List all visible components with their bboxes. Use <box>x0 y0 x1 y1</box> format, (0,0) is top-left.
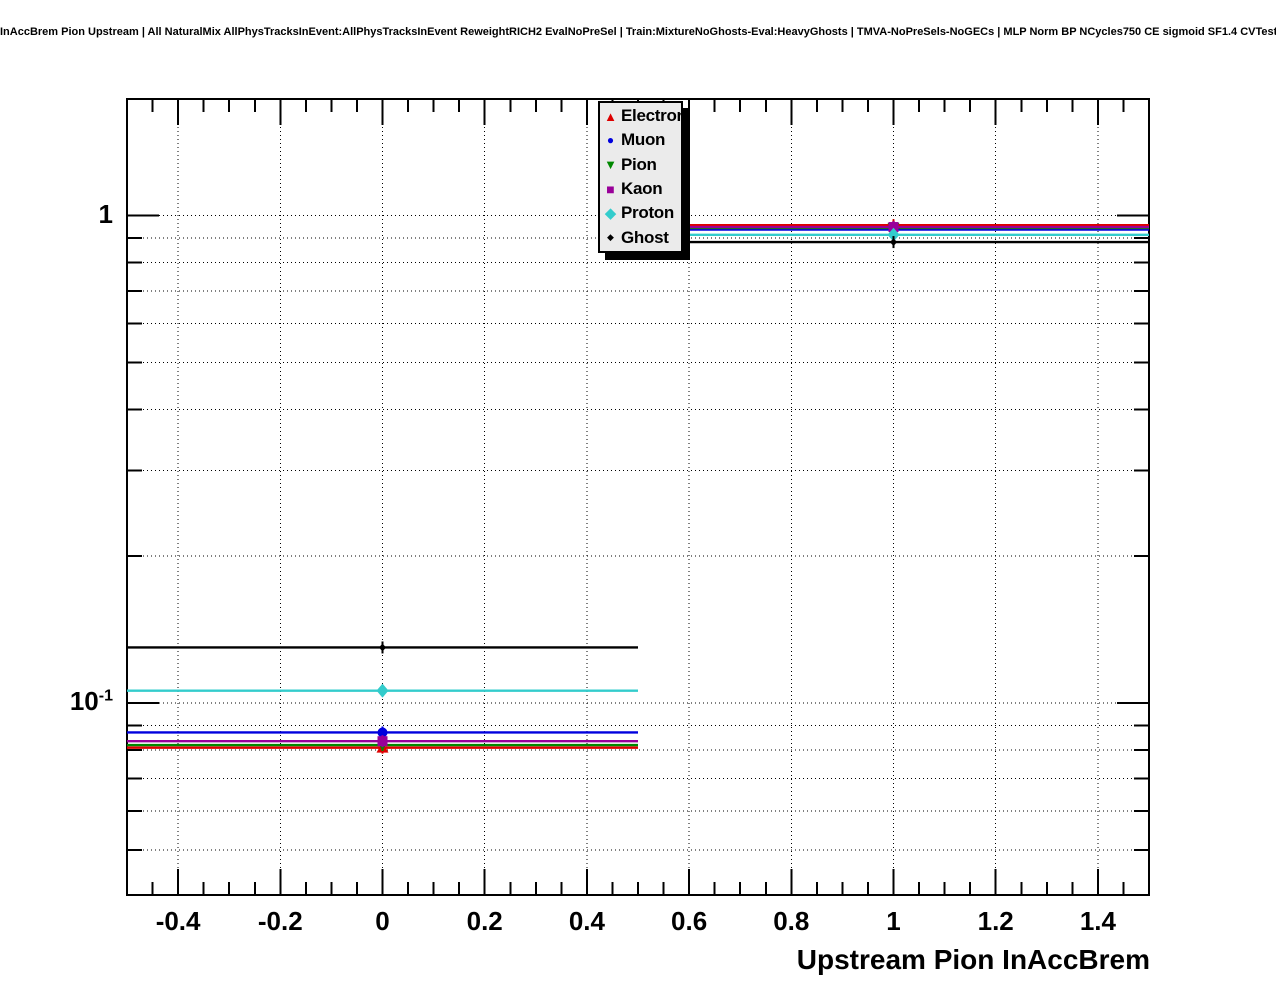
x-tick-label: 1 <box>886 906 901 936</box>
small-diamond-marker <box>890 238 897 247</box>
legend-box: ▲ Electron ● Muon ▼ Pion ■ Kaon ◆ Proton ◆ Ghost <box>598 101 687 253</box>
square-marker <box>888 222 899 233</box>
legend-entry-ghost: ◆ Ghost <box>600 226 681 250</box>
series-muon <box>127 223 1149 739</box>
square-icon: ■ <box>606 181 615 198</box>
x-tick-label: 1.2 <box>977 906 1014 936</box>
x-tick-label: 0.8 <box>773 906 810 936</box>
y-tick-label: 10-1 <box>69 686 113 716</box>
legend-entry-electron: ▲ Electron <box>600 104 687 128</box>
legend-label: Proton <box>621 203 674 223</box>
legend-entry-pion: ▼ Pion <box>600 153 681 177</box>
series-proton <box>127 227 1149 698</box>
x-tick-label: 0.4 <box>568 906 605 936</box>
triangle-down-icon: ▼ <box>604 157 617 173</box>
x-axis-title: Upstream Pion InAccBrem <box>796 944 1150 975</box>
legend-entry-kaon: ■ Kaon <box>600 177 681 201</box>
legend-entry-muon: ● Muon <box>600 128 681 152</box>
x-tick-label: 0.6 <box>671 906 708 936</box>
legend-label: Electron <box>621 106 687 126</box>
circle-icon: ● <box>606 133 615 148</box>
triangle-up-icon: ▲ <box>604 108 617 124</box>
x-tick-label: 0 <box>375 906 390 936</box>
legend-label: Ghost <box>621 227 669 247</box>
diamond-marker <box>376 683 389 698</box>
small-diamond-marker <box>379 643 386 652</box>
diamond-marker <box>887 227 900 242</box>
legend-label: Kaon <box>621 179 663 199</box>
circle-marker <box>377 727 388 738</box>
square-marker <box>377 736 388 747</box>
y-tick-label: 1 <box>98 198 113 229</box>
legend-label: Muon <box>621 130 666 150</box>
diamond-icon: ◆ <box>604 204 617 222</box>
x-tick-label: 1.4 <box>1079 906 1116 936</box>
legend-entry-proton: ◆ Proton <box>600 201 681 225</box>
axis-ticks <box>127 99 1149 895</box>
x-tick-label: -0.2 <box>257 906 303 936</box>
small-diamond-icon: ◆ <box>607 232 614 243</box>
series-ghost <box>127 236 1149 654</box>
x-tick-label: -0.4 <box>155 906 201 936</box>
plot-title: InAccBrem Pion Upstream | All NaturalMix… <box>0 26 1276 38</box>
x-tick-label: 0.2 <box>466 906 503 936</box>
legend-label: Pion <box>621 154 657 174</box>
